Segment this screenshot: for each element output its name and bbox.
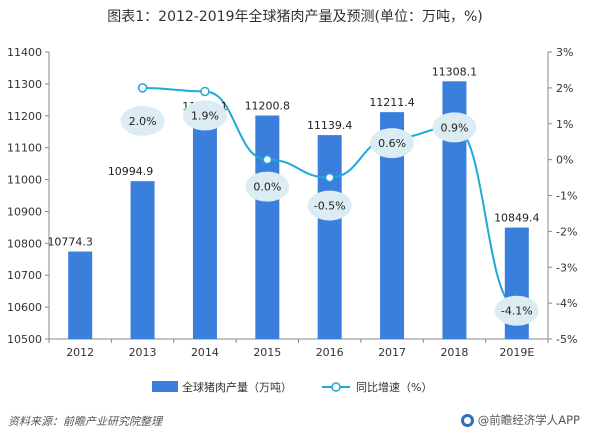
bar-series <box>68 81 529 340</box>
source-note: 资料来源：前瞻产业研究院整理 <box>8 415 162 428</box>
left-tick-label: 11000 <box>7 174 42 187</box>
data-labels: 10774.310994.911199.111200.811139.411211… <box>47 65 540 326</box>
left-tick-label: 11300 <box>7 78 42 91</box>
right-tick-label: 2% <box>556 82 573 95</box>
left-tick-label: 10700 <box>7 269 42 282</box>
bar-value-label: 11308.1 <box>432 65 478 78</box>
right-tick-label: -4% <box>556 297 577 310</box>
bar <box>192 116 217 339</box>
growth-value-label: 2.0% <box>129 115 157 128</box>
x-tick-label: 2013 <box>129 346 157 359</box>
left-tick-label: 10900 <box>7 205 42 218</box>
growth-value-label: -4.1% <box>501 305 533 318</box>
growth-value-label: 1.9% <box>191 109 219 122</box>
growth-value-label: 0.9% <box>440 121 468 134</box>
bar-value-label: 10994.9 <box>108 165 154 178</box>
growth-bubble <box>245 171 290 202</box>
bar <box>130 181 155 339</box>
right-tick-label: -2% <box>556 225 577 238</box>
brand-logo-icon <box>460 413 474 427</box>
brand-credit: @前瞻经济学人APP <box>460 412 580 428</box>
bar <box>255 115 280 339</box>
growth-bubble <box>182 100 227 131</box>
bar <box>317 135 342 339</box>
right-tick-label: 3% <box>556 46 573 59</box>
bar-value-label: 10849.4 <box>494 212 540 225</box>
bar-value-label: 11211.4 <box>369 96 415 109</box>
growth-line <box>142 86 518 308</box>
growth-bubble <box>370 128 415 159</box>
chart-axes: 10500 10600 10700 10800 10900 11000 11100 11200… <box>7 46 577 359</box>
growth-value-label: 0.6% <box>378 137 406 150</box>
legend-line-label: 同比增速（%） <box>356 380 432 394</box>
legend-bar-swatch <box>152 381 178 392</box>
bar-value-label: 10774.3 <box>47 236 93 249</box>
bar-value-label: 11139.4 <box>307 119 353 132</box>
chart-title: 图表1：2012-2019年全球猪肉产量及预测(单位：万吨，%) <box>107 9 483 25</box>
growth-value-label: -0.5% <box>314 200 346 213</box>
left-tick-label: 11100 <box>7 142 42 155</box>
growth-value-label: 0.0% <box>253 181 281 194</box>
left-tick-label: 10500 <box>7 333 42 346</box>
x-tick-label: 2015 <box>253 346 281 359</box>
right-tick-label: 0% <box>556 154 573 167</box>
growth-marker <box>137 83 148 93</box>
bar <box>68 251 93 339</box>
left-tick-label: 10600 <box>7 301 42 314</box>
growth-bubble <box>494 295 539 326</box>
left-tick-label: 10800 <box>7 237 42 250</box>
x-tick-label: 2014 <box>191 346 219 359</box>
left-tick-label: 11200 <box>7 110 42 123</box>
left-tick-label: 11400 <box>7 46 42 59</box>
growth-bubble <box>120 105 165 136</box>
x-tick-label: 2016 <box>316 346 344 359</box>
growth-marker <box>200 86 210 97</box>
growth-marker <box>262 154 273 165</box>
x-tick-label: 2017 <box>378 346 406 359</box>
right-tick-label: -3% <box>556 261 577 274</box>
legend-line-marker <box>331 382 341 392</box>
x-tick-label: 2018 <box>440 346 468 359</box>
growth-bubble <box>432 112 477 143</box>
growth-bubble <box>307 190 352 221</box>
growth-marker <box>324 172 335 183</box>
bar-value-label: 11200.8 <box>245 100 291 113</box>
legend-bar-label: 全球猪肉产量（万吨） <box>182 380 292 394</box>
x-tick-label: 2012 <box>66 346 94 359</box>
right-tick-label: -1% <box>556 190 577 203</box>
chart-legend: 全球猪肉产量（万吨） 同比增速（%） <box>152 380 432 394</box>
brand-credit-text: @前瞻经济学人APP <box>477 413 580 427</box>
right-tick-label: 1% <box>556 118 573 131</box>
right-tick-label: -5% <box>556 333 577 346</box>
x-tick-label: 2019E <box>499 346 534 359</box>
